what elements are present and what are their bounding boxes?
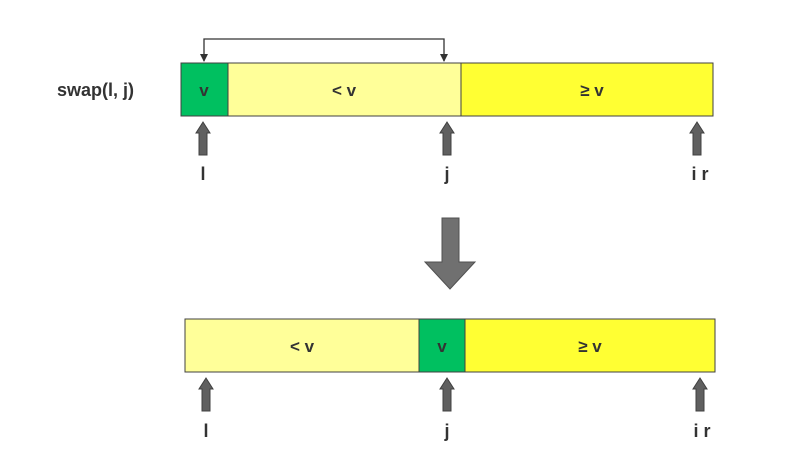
pointer-label-j: j (443, 164, 449, 184)
after-pointers: l j i r (198, 377, 711, 441)
pointer-label-l: l (200, 164, 205, 184)
after-segment-pivot (418, 318, 466, 373)
pointer-arrow-icon (198, 377, 214, 412)
after-segment-label: < v (290, 337, 315, 356)
before-segment-label: < v (332, 81, 357, 100)
pointer-arrow-icon (195, 121, 211, 156)
pointer-arrow-icon (439, 377, 455, 412)
after-segment-greater-equal (464, 318, 716, 373)
swap-bracket-line (203, 38, 445, 61)
after-segment-label: v (437, 337, 447, 356)
after-segment-less (184, 318, 420, 373)
before-segment-label: v (199, 81, 209, 100)
before-pointers: l j i r (195, 121, 709, 184)
swap-arrowhead-right (440, 54, 448, 62)
pointer-arrow-icon (692, 377, 708, 412)
before-segment-label: ≥ v (580, 81, 604, 100)
pointer-label-l: l (203, 421, 208, 441)
before-segment-greater-equal (460, 62, 714, 117)
down-arrow-icon (423, 217, 477, 290)
before-array: v < v ≥ v (180, 62, 714, 117)
after-array: < v v ≥ v (184, 318, 716, 373)
before-segment-pivot (180, 62, 229, 117)
pointer-label-j: j (443, 421, 449, 441)
pointer-arrow-icon (439, 121, 455, 156)
before-segment-less (227, 62, 462, 117)
operation-label: swap(l, j) (57, 80, 134, 100)
pointer-arrow-icon (689, 121, 705, 156)
swap-connector (200, 38, 448, 62)
after-segment-label: ≥ v (578, 337, 602, 356)
pointer-label-i-r: i r (691, 164, 708, 184)
swap-arrowhead-left (200, 54, 208, 62)
pointer-label-i-r: i r (693, 421, 710, 441)
